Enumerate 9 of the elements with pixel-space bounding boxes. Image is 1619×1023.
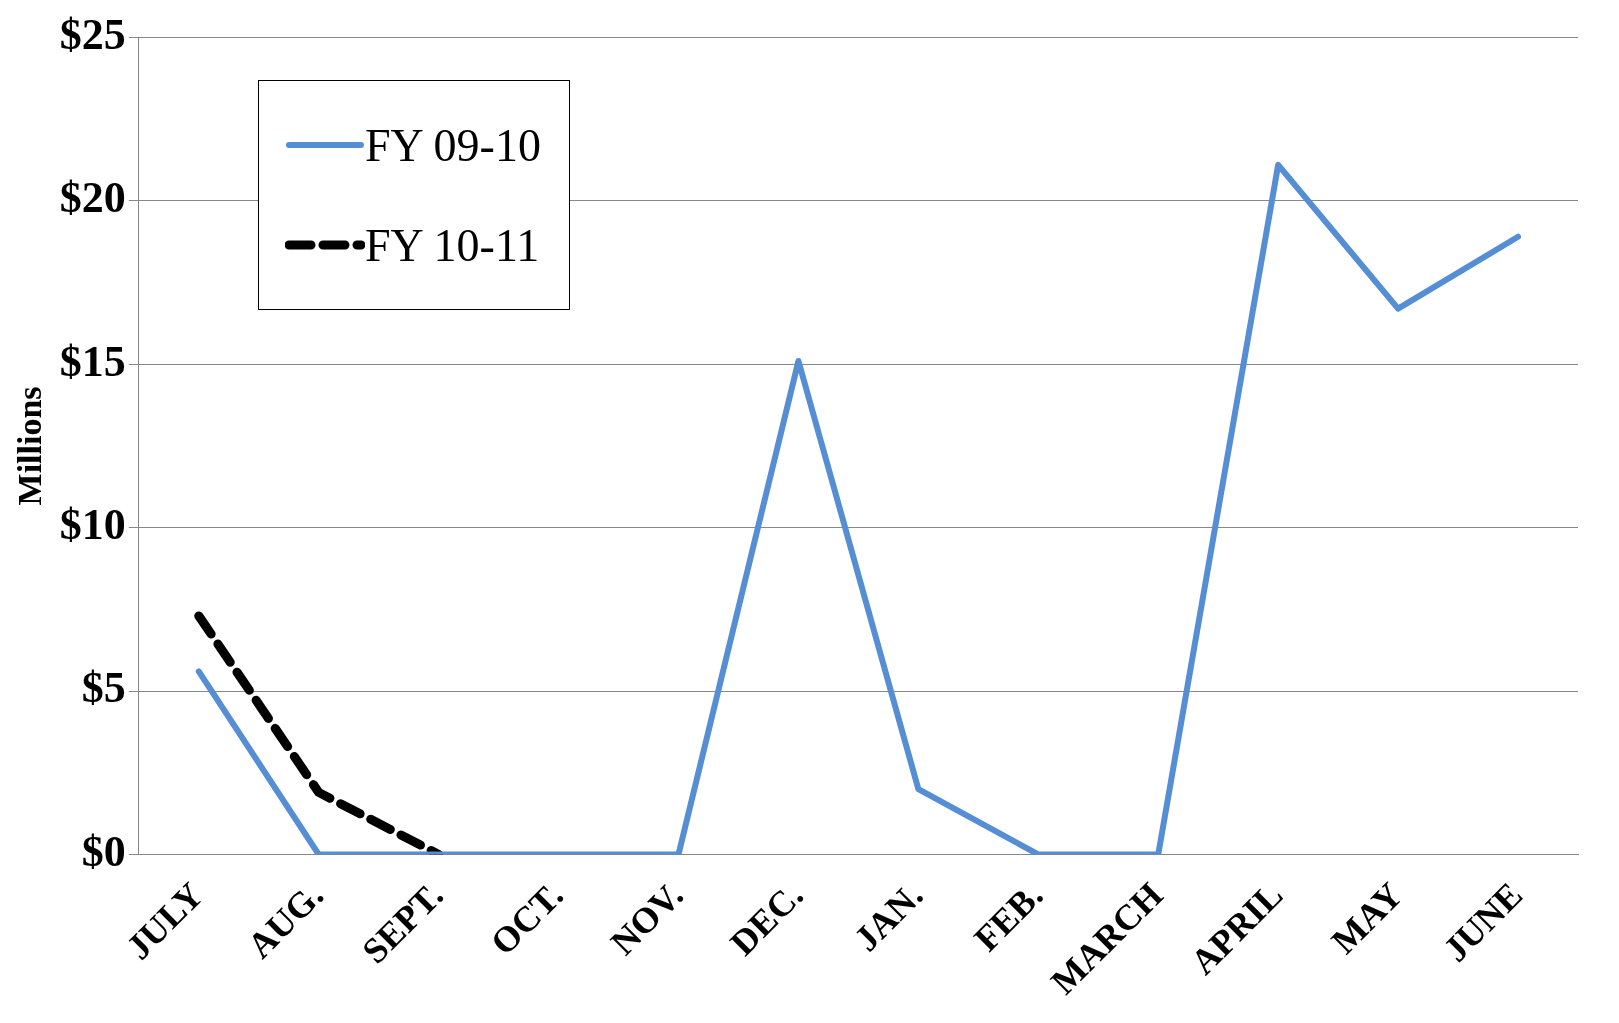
y-axis-title: Millions	[11, 386, 49, 506]
legend-label: FY 09-10	[365, 118, 541, 172]
y-tick-label: $20	[59, 173, 126, 223]
legend-label: FY 10-11	[365, 218, 540, 272]
y-tick-label: $15	[59, 336, 126, 386]
y-tick-label: $10	[59, 500, 126, 549]
y-tick-label: $5	[81, 663, 126, 713]
y-tick-label: $0	[81, 826, 126, 876]
y-tick-label: $25	[59, 9, 126, 59]
